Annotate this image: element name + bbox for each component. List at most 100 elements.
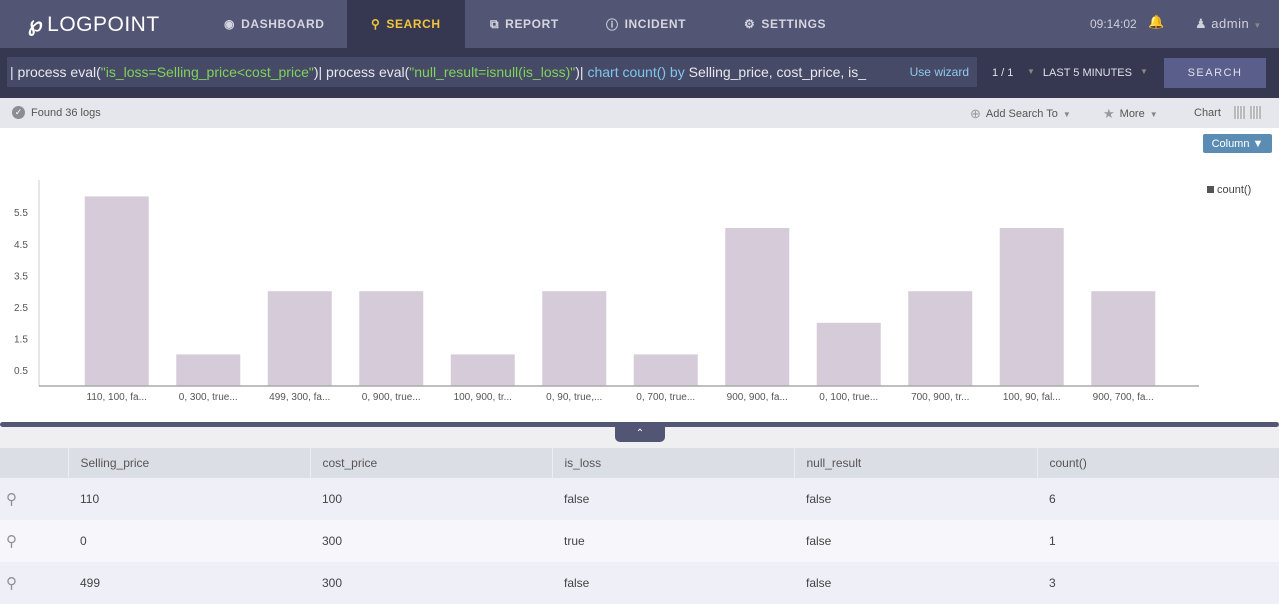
chevron-down-icon: ▼	[1027, 67, 1035, 76]
header-is-loss[interactable]: is_loss	[551, 448, 794, 478]
table-cell: false	[552, 562, 794, 604]
y-tick-label: 5.5	[14, 208, 28, 219]
chevron-down-icon: ▼	[1253, 21, 1262, 30]
table-row: ⚲ 499 300 false false 3	[0, 562, 1279, 604]
search-icon: ⚲	[371, 17, 381, 31]
table-cell: false	[794, 478, 1037, 520]
logo[interactable]: ℘ LOGPOINT	[28, 12, 160, 37]
time-range-select[interactable]: ▼ LAST 5 MINUTES ▼	[1027, 67, 1148, 79]
header-selling-price[interactable]: Selling_price	[67, 448, 310, 478]
bar	[359, 291, 424, 386]
bar	[999, 228, 1064, 386]
table-cell: 1	[1037, 520, 1279, 562]
table-row: ⚲ 0 300 true false 1	[0, 520, 1279, 562]
search-button[interactable]: SEARCH	[1164, 58, 1266, 88]
chevron-down-icon: ▼	[1149, 109, 1158, 119]
bar	[633, 354, 698, 386]
chevron-down-icon: ▼	[1062, 109, 1071, 119]
column-view-icon[interactable]	[1233, 106, 1245, 119]
chart-toggle[interactable]: Chart	[1194, 106, 1261, 119]
table-row: ⚲ 110 100 false false 6	[0, 478, 1279, 520]
collapse-handle[interactable]: ⌃	[615, 426, 665, 442]
nav-dashboard[interactable]: ◉ DASHBOARD	[224, 17, 325, 31]
add-search-to-button[interactable]: ⊕ Add Search To ▼	[970, 106, 1071, 121]
info-icon: ⓘ	[606, 17, 619, 32]
x-tick-label: 0, 90, true,...	[546, 392, 602, 403]
header-icon-col	[0, 448, 68, 478]
bar	[725, 228, 790, 386]
x-tick-label: 100, 90, fal...	[1003, 392, 1061, 403]
star-icon: ★	[1103, 106, 1115, 121]
legend-swatch	[1207, 186, 1214, 193]
y-tick-label: 3.5	[14, 271, 28, 282]
clock: 09:14:02	[1090, 17, 1137, 31]
x-tick-label: 0, 700, true...	[636, 392, 695, 403]
magnifier-icon[interactable]: ⚲	[0, 562, 68, 604]
user-menu[interactable]: ♟ admin ▼	[1195, 16, 1262, 31]
table-cell: false	[794, 562, 1037, 604]
x-tick-label: 700, 900, tr...	[911, 392, 969, 403]
magnifier-icon[interactable]: ⚲	[0, 478, 68, 520]
top-nav: ℘ LOGPOINT ◉ DASHBOARD ⚲ SEARCH ⧉ REPORT ⓘ IN…	[0, 0, 1279, 48]
grid-view-icon[interactable]	[1249, 106, 1261, 119]
bar	[267, 291, 332, 386]
magnifier-icon[interactable]: ⚲	[0, 520, 68, 562]
x-tick-label: 110, 100, fa...	[87, 392, 147, 403]
nav-search[interactable]: ⚲ SEARCH	[347, 0, 465, 48]
bar-chart: 0.5 1.5 2.5 3.5 4.5 5.5 110, 100, fa... 0, 300,…	[14, 180, 1251, 403]
table-cell: 300	[310, 562, 552, 604]
legend-label: count()	[1217, 184, 1251, 196]
nav-report[interactable]: ⧉ REPORT	[490, 16, 559, 32]
table-cell: false	[552, 478, 794, 520]
x-tick-label: 900, 900, fa...	[727, 392, 788, 403]
bar	[816, 322, 881, 386]
check-icon: ✓	[12, 106, 25, 119]
results-table: Selling_price cost_price is_loss null_re…	[0, 448, 1279, 604]
header-count[interactable]: count()	[1036, 448, 1279, 478]
dashboard-icon: ◉	[224, 17, 236, 31]
table-cell: true	[552, 520, 794, 562]
user-icon: ♟	[1195, 16, 1208, 31]
found-count: ✓ Found 36 logs	[12, 106, 101, 119]
x-tick-label: 0, 900, true...	[362, 392, 421, 403]
status-bar: ✓ Found 36 logs ⊕ Add Search To ▼ ★ More ▼ Ch…	[0, 98, 1279, 128]
bar	[908, 291, 973, 386]
plus-circle-icon: ⊕	[970, 106, 981, 121]
chart-type-dropdown[interactable]: Column ▼	[1203, 134, 1272, 153]
bar	[542, 291, 607, 386]
bar	[84, 196, 149, 386]
table-cell: 3	[1037, 562, 1279, 604]
query-input[interactable]: | process eval("is_loss=Selling_price<co…	[7, 57, 977, 87]
search-bar: | process eval("is_loss=Selling_price<co…	[0, 48, 1279, 98]
gear-icon: ⚙	[744, 17, 756, 31]
nav-incident[interactable]: ⓘ INCIDENT	[606, 17, 687, 32]
bar	[1091, 291, 1156, 386]
y-tick-label: 4.5	[14, 240, 28, 251]
more-button[interactable]: ★ More ▼	[1103, 106, 1158, 121]
table-cell: 110	[68, 478, 310, 520]
header-null-result[interactable]: null_result	[793, 448, 1037, 478]
y-tick-label: 1.5	[14, 335, 28, 346]
table-cell: 0	[68, 520, 310, 562]
table-cell: 300	[310, 520, 552, 562]
x-tick-label: 499, 300, fa...	[269, 392, 330, 403]
chevron-up-icon: ⌃	[635, 428, 645, 439]
repo-pager[interactable]: 1 / 1	[992, 67, 1014, 79]
bell-icon[interactable]: 🔔	[1148, 14, 1165, 29]
table-cell: 6	[1037, 478, 1279, 520]
header-cost-price[interactable]: cost_price	[309, 448, 552, 478]
table-cell: false	[794, 520, 1037, 562]
x-tick-label: 100, 900, tr...	[454, 392, 512, 403]
chevron-down-icon: ▼	[1139, 67, 1148, 76]
x-tick-label: 0, 100, true...	[819, 392, 878, 403]
panel-divider[interactable]	[0, 422, 1279, 427]
y-tick-label: 0.5	[14, 366, 28, 377]
table-cell: 100	[310, 478, 552, 520]
use-wizard-link[interactable]: Use wizard	[905, 57, 969, 87]
bar	[450, 354, 515, 386]
table-cell: 499	[68, 562, 310, 604]
report-icon: ⧉	[490, 16, 500, 31]
x-tick-label: 900, 700, fa...	[1093, 392, 1154, 403]
x-tick-label: 0, 300, true...	[179, 392, 238, 403]
nav-settings[interactable]: ⚙ SETTINGS	[744, 17, 827, 31]
